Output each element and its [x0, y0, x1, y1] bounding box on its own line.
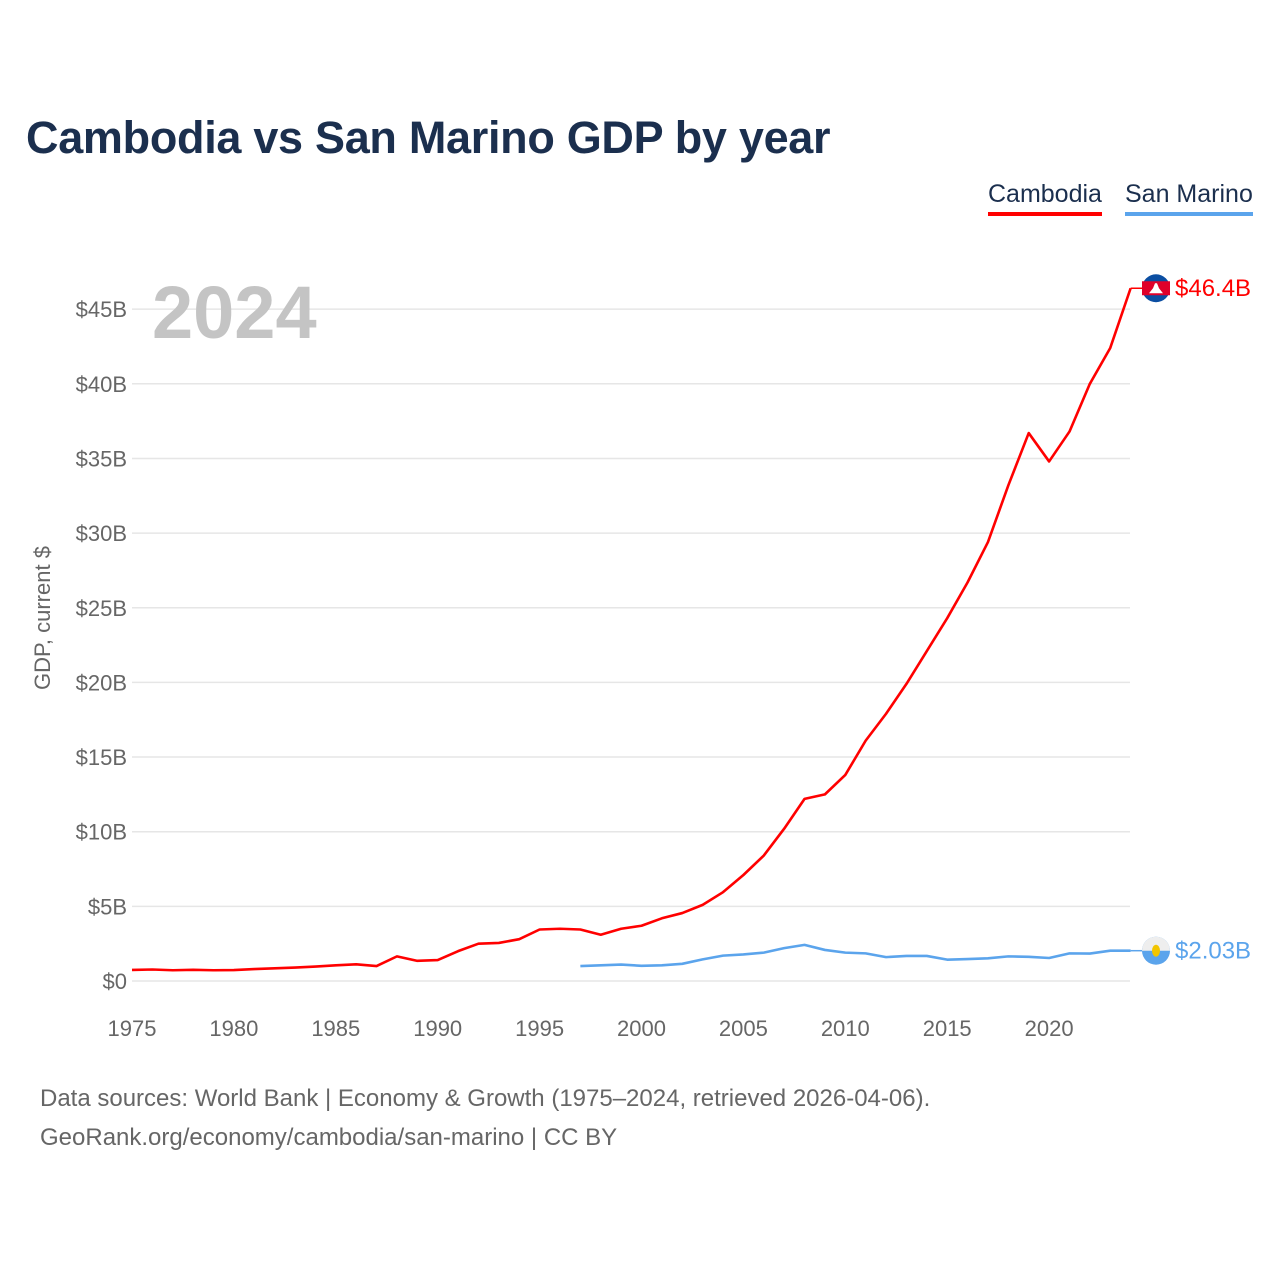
temple-shape — [1149, 283, 1163, 294]
y-tick-label: $45B — [76, 297, 127, 322]
x-tick-label: 1980 — [209, 1016, 258, 1041]
cambodia-flag-icon — [1142, 274, 1170, 303]
y-tick-label: $15B — [76, 745, 127, 770]
coat-of-arms — [1152, 944, 1160, 957]
footer-link[interactable]: GeoRank.org/economy/cambodia/san-marino … — [40, 1124, 618, 1151]
end-value-label: $46.4B — [1175, 275, 1251, 302]
x-tick-label: 2010 — [821, 1016, 870, 1041]
flag-top — [1142, 936, 1170, 951]
y-tick-label: $30B — [76, 521, 127, 546]
x-tick-label: 2005 — [719, 1016, 768, 1041]
y-tick-label: $10B — [76, 820, 127, 845]
x-tick-label: 2015 — [923, 1016, 972, 1041]
year-label: 2024 — [152, 271, 317, 354]
y-tick-label: $25B — [76, 596, 127, 621]
end-value-label: $2.03B — [1175, 938, 1251, 965]
y-axis-label: GDP, current $ — [30, 546, 55, 690]
series-line-cambodia — [131, 287, 1132, 972]
x-tick-label: 1985 — [311, 1016, 360, 1041]
y-tick-label: $0 — [103, 969, 127, 994]
x-tick-label: 2020 — [1025, 1016, 1074, 1041]
x-tick-label: 1995 — [515, 1016, 564, 1041]
san-marino-flag-icon — [1142, 936, 1170, 965]
footer-sources: Data sources: World Bank | Economy & Gro… — [40, 1085, 931, 1112]
series-line-san-marino — [580, 943, 1131, 968]
x-tick-label: 2000 — [617, 1016, 666, 1041]
y-tick-label: $20B — [76, 670, 127, 695]
legend-item-cambodia[interactable]: Cambodia — [988, 180, 1102, 216]
chart-title: Cambodia vs San Marino GDP by year — [26, 112, 831, 163]
y-tick-label: $35B — [76, 446, 127, 471]
x-tick-label: 1975 — [108, 1016, 157, 1041]
y-tick-label: $5B — [88, 894, 127, 919]
x-tick-label: 1990 — [413, 1016, 462, 1041]
legend-item-san-marino[interactable]: San Marino — [1125, 180, 1253, 216]
y-tick-label: $40B — [76, 372, 127, 397]
